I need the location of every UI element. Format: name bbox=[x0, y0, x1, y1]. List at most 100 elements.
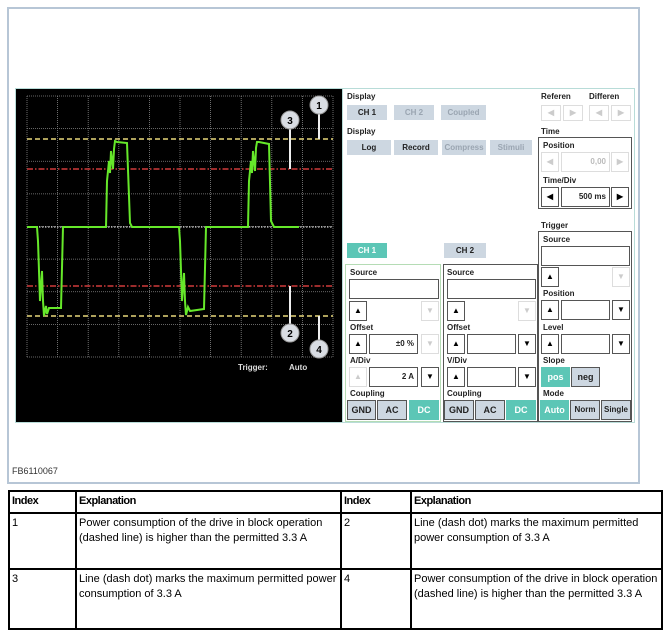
difference-left-arrow-icon[interactable]: ◀ bbox=[589, 105, 609, 121]
timediv-right-icon[interactable]: ▶ bbox=[611, 187, 629, 207]
timediv-field[interactable]: 500 ms bbox=[561, 187, 610, 207]
figure-frame bbox=[7, 7, 640, 484]
ch1-ac-button[interactable]: AC bbox=[377, 400, 407, 420]
time-label: Time bbox=[541, 127, 560, 136]
ch1-gnd-button[interactable]: GND bbox=[347, 400, 376, 420]
ch2-vdiv-label: V/Div bbox=[447, 356, 468, 365]
display-label-2: Display bbox=[347, 127, 376, 136]
record-button[interactable]: Record bbox=[394, 140, 438, 155]
time-position-right-icon[interactable]: ▶ bbox=[611, 152, 629, 172]
index-cell: 4 bbox=[340, 568, 412, 630]
trigger-value: Auto bbox=[289, 363, 307, 372]
difference-label: Differen bbox=[589, 92, 620, 101]
trigger-level-label: Level bbox=[543, 323, 564, 332]
tab-ch2[interactable]: CH 2 bbox=[444, 243, 486, 258]
ch2-source-down-icon[interactable]: ▼ bbox=[518, 301, 536, 321]
tab-ch1[interactable]: CH 1 bbox=[347, 243, 387, 258]
timediv-label: Time/Div bbox=[543, 176, 577, 185]
trigger-level-field[interactable] bbox=[561, 334, 610, 354]
header-explanation: Explanation bbox=[410, 490, 663, 514]
ch2-vdiv-down-icon[interactable]: ▼ bbox=[518, 367, 536, 387]
trigger-position-label: Position bbox=[543, 289, 575, 298]
slope-neg-button[interactable]: neg bbox=[571, 367, 600, 387]
ch1-offset-down-icon[interactable]: ▼ bbox=[421, 334, 439, 354]
mode-single-button[interactable]: Single bbox=[601, 400, 631, 420]
slope-label: Slope bbox=[543, 356, 565, 365]
explanation-cell: Line (dash dot) marks the maximum permit… bbox=[75, 568, 342, 630]
ch1-source-label: Source bbox=[350, 268, 378, 277]
svg-text:1: 1 bbox=[316, 101, 322, 112]
scope-svg: 1 3 2 4 Trigger: Auto bbox=[26, 95, 334, 372]
stimuli-button[interactable]: Stimuli bbox=[490, 140, 532, 155]
timediv-left-icon[interactable]: ◀ bbox=[541, 187, 559, 207]
display-label: Display bbox=[347, 92, 376, 101]
ch1-coupling-label: Coupling bbox=[350, 389, 385, 398]
ch2-offset-field[interactable] bbox=[467, 334, 516, 354]
index-cell: 1 bbox=[8, 512, 77, 570]
ch2-source-field[interactable] bbox=[447, 279, 536, 299]
callout-3: 3 bbox=[280, 110, 300, 169]
svg-text:4: 4 bbox=[316, 345, 322, 356]
display-ch2-button[interactable]: CH 2 bbox=[394, 105, 434, 120]
explanation-cell: Line (dash dot) marks the maximum permit… bbox=[410, 512, 663, 570]
header-index: Index bbox=[8, 490, 77, 514]
callout-1: 1 bbox=[309, 95, 329, 139]
ch2-vdiv-up-icon[interactable]: ▲ bbox=[447, 367, 465, 387]
trigger-position-down-icon[interactable]: ▼ bbox=[612, 300, 630, 320]
trigger-position-up-icon[interactable]: ▲ bbox=[541, 300, 559, 320]
trigger-position-field[interactable] bbox=[561, 300, 610, 320]
slope-pos-button[interactable]: pos bbox=[541, 367, 570, 387]
oscilloscope-screen: 1 3 2 4 Trigger: Auto bbox=[15, 88, 343, 423]
ch1-adiv-up-icon[interactable]: ▲ bbox=[349, 367, 367, 387]
compress-button[interactable]: Compress bbox=[442, 140, 486, 155]
display-ch1-button[interactable]: CH 1 bbox=[347, 105, 387, 120]
log-button[interactable]: Log bbox=[347, 140, 391, 155]
ch1-adiv-field[interactable]: 2 A bbox=[369, 367, 418, 387]
trigger-group-label: Trigger bbox=[541, 221, 569, 230]
reference-right-arrow-icon[interactable]: ▶ bbox=[563, 105, 583, 121]
explanation-cell: Power consumption of the drive in block … bbox=[410, 568, 663, 630]
ch2-gnd-button[interactable]: GND bbox=[444, 400, 474, 420]
ch2-vdiv-field[interactable] bbox=[467, 367, 516, 387]
svg-text:3: 3 bbox=[287, 116, 293, 127]
ch1-offset-field[interactable]: ±0 % bbox=[369, 334, 418, 354]
control-panel: Display CH 1 CH 2 Coupled Display Log Re… bbox=[343, 88, 635, 423]
time-position-left-icon[interactable]: ◀ bbox=[541, 152, 559, 172]
explanation-cell: Power consumption of the drive in block … bbox=[75, 512, 342, 570]
ch1-adiv-down-icon[interactable]: ▼ bbox=[421, 367, 439, 387]
ch1-source-field[interactable] bbox=[349, 279, 439, 299]
ch2-ac-button[interactable]: AC bbox=[475, 400, 505, 420]
ch2-offset-label: Offset bbox=[447, 323, 471, 332]
trigger-level-up-icon[interactable]: ▲ bbox=[541, 334, 559, 354]
difference-right-arrow-icon[interactable]: ▶ bbox=[611, 105, 631, 121]
ch1-dc-button[interactable]: DC bbox=[409, 400, 439, 420]
index-cell: 3 bbox=[8, 568, 77, 630]
ch2-offset-down-icon[interactable]: ▼ bbox=[518, 334, 536, 354]
trigger-source-up-icon[interactable]: ▲ bbox=[541, 267, 559, 287]
ch2-offset-up-icon[interactable]: ▲ bbox=[447, 334, 465, 354]
ch2-coupling-label: Coupling bbox=[447, 389, 482, 398]
ch1-source-up-icon[interactable]: ▲ bbox=[349, 301, 367, 321]
mode-auto-button[interactable]: Auto bbox=[540, 400, 569, 420]
trigger-source-field[interactable] bbox=[541, 246, 630, 266]
callout-4: 4 bbox=[309, 316, 329, 359]
ch2-source-up-icon[interactable]: ▲ bbox=[447, 301, 465, 321]
table-row: 1 Power consumption of the drive in bloc… bbox=[8, 512, 663, 570]
header-index: Index bbox=[340, 490, 412, 514]
index-cell: 2 bbox=[340, 512, 412, 570]
ch2-source-label: Source bbox=[447, 268, 475, 277]
ch1-source-down-icon[interactable]: ▼ bbox=[421, 301, 439, 321]
time-position-field[interactable]: 0,00 bbox=[561, 152, 610, 172]
coupled-button[interactable]: Coupled bbox=[441, 105, 486, 120]
reference-left-arrow-icon[interactable]: ◀ bbox=[541, 105, 561, 121]
mode-norm-button[interactable]: Norm bbox=[570, 400, 600, 420]
ch1-offset-up-icon[interactable]: ▲ bbox=[349, 334, 367, 354]
trigger-label: Trigger: bbox=[238, 363, 268, 372]
trigger-level-down-icon[interactable]: ▼ bbox=[612, 334, 630, 354]
ch1-offset-label: Offset bbox=[350, 323, 374, 332]
legend-table: Index Explanation Index Explanation 1 Po… bbox=[8, 490, 663, 630]
header-explanation: Explanation bbox=[75, 490, 342, 514]
ch2-dc-button[interactable]: DC bbox=[506, 400, 536, 420]
trigger-source-label: Source bbox=[543, 235, 571, 244]
trigger-source-down-icon[interactable]: ▼ bbox=[612, 267, 630, 287]
